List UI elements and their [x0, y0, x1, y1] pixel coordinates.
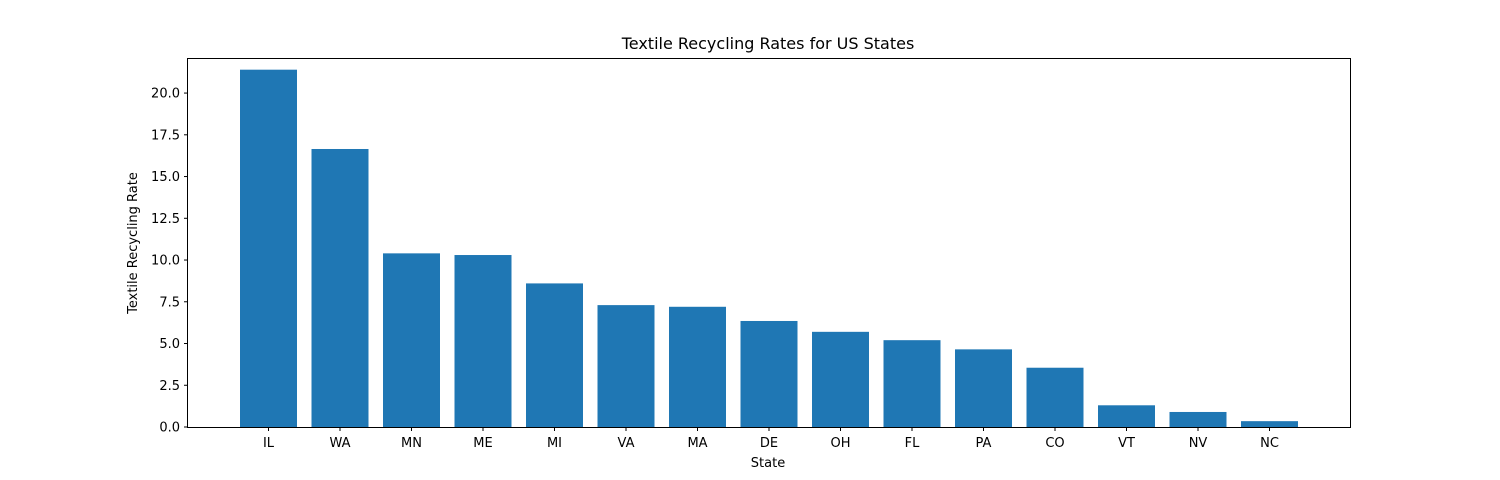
x-tick-label-ma: MA — [687, 436, 707, 451]
x-tick-label-va: VA — [618, 436, 635, 451]
y-axis-label: Textile Recycling Rate — [126, 172, 141, 315]
x-tick-label-fl: FL — [905, 436, 920, 451]
bar-oh — [812, 331, 869, 427]
bar-pa — [955, 349, 1012, 427]
x-tick-label-pa: PA — [976, 436, 992, 451]
bar-vt — [1098, 405, 1155, 427]
x-tick-label-mi: MI — [547, 436, 562, 451]
bar-va — [597, 305, 655, 427]
plot-frame — [187, 58, 1351, 428]
y-tick-label: 7.5 — [159, 295, 180, 310]
x-tick-label-il: IL — [263, 436, 275, 451]
x-tick-label-co: CO — [1045, 436, 1064, 451]
x-tick-label-mn: MN — [401, 436, 422, 451]
bar-me — [454, 255, 512, 427]
bar-nc — [1241, 421, 1298, 427]
bar-il — [240, 69, 297, 428]
y-axis-ticks: 0.0 2.5 5.0 7.5 10.0 12.5 15.0 17.5 20.0 — [151, 87, 188, 436]
bar-co — [1026, 367, 1084, 427]
x-tick-label-de: DE — [760, 436, 778, 451]
bars-group — [240, 69, 1298, 428]
y-tick-label: 0.0 — [159, 421, 180, 436]
y-tick-label: 5.0 — [159, 337, 180, 352]
bar-nv — [1169, 411, 1227, 427]
bar-mi — [526, 283, 583, 427]
y-tick-label: 10.0 — [151, 254, 180, 269]
x-tick-label-vt: VT — [1118, 436, 1135, 451]
y-tick-label: 12.5 — [151, 212, 180, 227]
y-tick-label: 20.0 — [151, 87, 180, 102]
bar-ma — [669, 306, 726, 427]
y-tick-label: 17.5 — [151, 128, 180, 143]
x-axis-label: State — [751, 456, 785, 471]
x-tick-label-nc: NC — [1260, 436, 1279, 451]
y-tick-label: 15.0 — [151, 170, 180, 185]
bar-de — [740, 320, 798, 427]
x-axis-ticks: IL WA MN ME MI VA MA DE OH FL PA CO VT NV NC — [263, 427, 1279, 451]
chart-title: Textile Recycling Rates for US States — [621, 34, 915, 53]
bar-wa — [311, 148, 369, 427]
x-tick-label-wa: WA — [329, 436, 350, 451]
y-tick-label: 2.5 — [159, 379, 180, 394]
bar-fl — [883, 340, 941, 427]
x-tick-label-nv: NV — [1189, 436, 1208, 451]
x-tick-label-me: ME — [473, 436, 492, 451]
bar-mn — [383, 253, 440, 427]
x-tick-label-oh: OH — [830, 436, 850, 451]
